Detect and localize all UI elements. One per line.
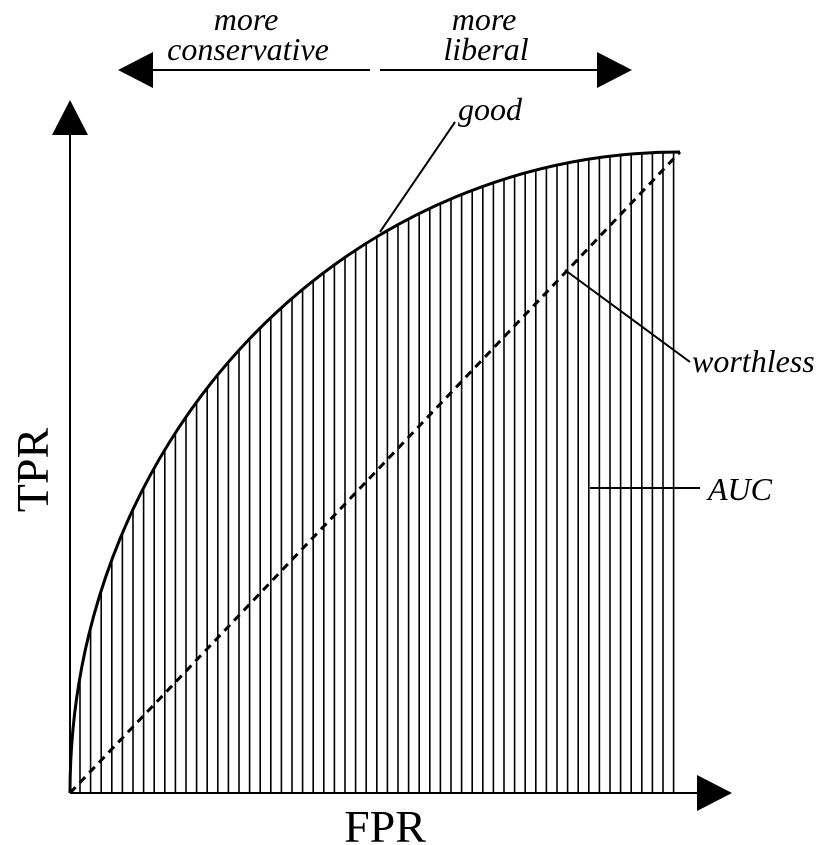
good-leader	[379, 121, 456, 233]
auc-hatching	[79, 152, 675, 793]
left-label: conservative	[167, 31, 329, 67]
right-label: more	[452, 1, 517, 37]
worthless-leader	[564, 269, 691, 363]
y-axis-label: TPR	[7, 428, 58, 513]
good-curve	[68, 150, 681, 794]
right-label: liberal	[443, 31, 528, 67]
left-label: more	[214, 1, 279, 37]
worthless-diagonal	[68, 150, 682, 795]
auc-label: AUC	[706, 471, 773, 507]
right-arrow-head	[597, 52, 632, 88]
y-axis-arrow	[52, 100, 88, 135]
left-arrow-head	[118, 52, 153, 88]
worthless-label: worthless	[692, 343, 815, 379]
good-label: good	[458, 91, 523, 127]
x-axis-arrow	[697, 775, 732, 811]
x-axis-label: FPR	[344, 801, 426, 845]
